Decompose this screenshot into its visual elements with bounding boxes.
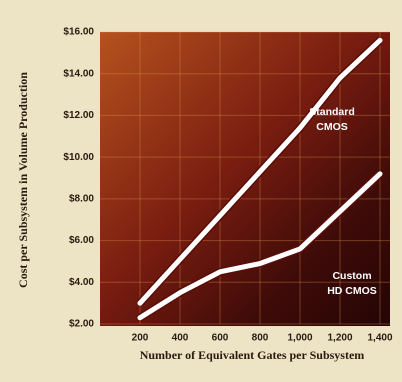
x-tick-label: 1,200 (327, 333, 352, 344)
x-tick-label: 800 (252, 333, 269, 344)
y-tick-label: $16.00 (63, 27, 94, 38)
annotation: Standard (309, 106, 355, 118)
y-tick-label: $12.00 (63, 110, 94, 121)
annotation: Custom (332, 270, 371, 282)
y-tick-label: $14.00 (63, 68, 94, 79)
x-tick-label: 600 (212, 333, 229, 344)
x-tick-label: 1,400 (367, 333, 392, 344)
x-tick-label: 200 (132, 333, 149, 344)
annotation: HD CMOS (327, 285, 377, 297)
x-axis-title: Number of Equivalent Gates per Subsystem (140, 348, 365, 362)
y-tick-label: $6.00 (69, 235, 94, 246)
y-tick-label: $10.00 (63, 152, 94, 163)
x-tick-label: 1,000 (287, 333, 312, 344)
series-line (137, 171, 383, 321)
series-line (137, 37, 383, 306)
annotation: CMOS (316, 121, 348, 133)
y-tick-label: $2.00 (69, 319, 94, 330)
y-tick-label: $8.00 (69, 193, 94, 204)
y-axis-title: Cost per Subsystem in Volume Production (16, 72, 30, 288)
y-tick-label: $4.00 (69, 277, 94, 288)
x-tick-label: 400 (172, 333, 189, 344)
